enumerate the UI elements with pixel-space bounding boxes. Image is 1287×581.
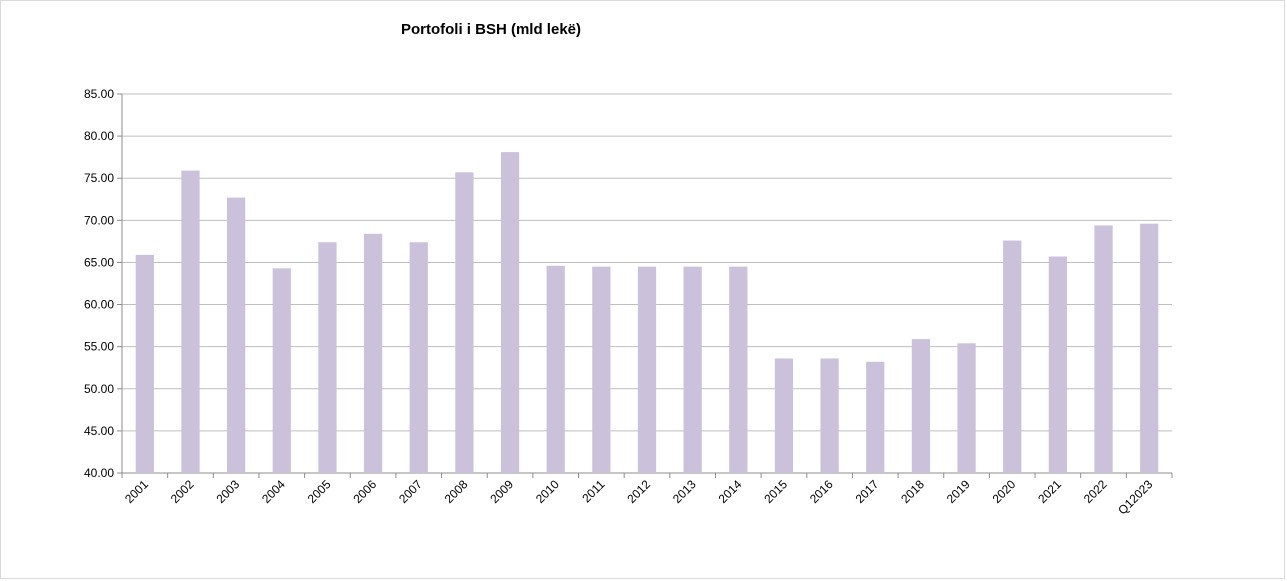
x-tick-label: 2022 xyxy=(1081,477,1110,506)
bar-2002 xyxy=(181,170,200,474)
bar-2018 xyxy=(911,339,931,473)
bar-Q12023 xyxy=(1140,223,1159,473)
x-tick-label: 2020 xyxy=(990,477,1019,506)
x-tick-label: Q12023 xyxy=(1115,477,1155,517)
bar-2009 xyxy=(500,152,520,473)
bar-2014 xyxy=(729,266,748,473)
chart-title: Portofoli i BSH (mld lekë) xyxy=(400,21,581,38)
bar-2015 xyxy=(774,358,794,473)
x-tick-label: 2021 xyxy=(1035,477,1064,506)
y-tick-label: 45.00 xyxy=(84,424,114,438)
x-tick-label: 2011 xyxy=(579,477,607,505)
bar-2005 xyxy=(318,242,337,473)
bar-2013 xyxy=(683,266,702,473)
x-tick-label: 2014 xyxy=(716,477,745,506)
bar-2010 xyxy=(546,265,565,473)
bar-2004 xyxy=(272,268,291,473)
x-tick-label: 2013 xyxy=(670,477,699,506)
bar-2016 xyxy=(820,358,839,473)
y-tick-label: 85.00 xyxy=(84,87,114,101)
bar-2012 xyxy=(637,266,657,473)
y-tick-label: 40.00 xyxy=(84,466,114,480)
x-tick-label: 2006 xyxy=(350,477,379,506)
bar-2022 xyxy=(1094,225,1113,473)
y-tick-label: 60.00 xyxy=(84,298,114,312)
bar-2011 xyxy=(592,266,611,473)
x-tick-label: 2010 xyxy=(533,477,562,506)
bar-2007 xyxy=(409,242,428,473)
x-tick-label: 2012 xyxy=(624,477,653,506)
x-tick-label: 2016 xyxy=(807,477,836,506)
y-tick-label: 55.00 xyxy=(84,340,114,354)
y-tick-label: 75.00 xyxy=(84,171,114,185)
bar-2020 xyxy=(1003,240,1022,473)
x-tick-label: 2008 xyxy=(442,477,471,506)
x-tick-label: 2017 xyxy=(853,477,882,506)
x-tick-label: 2009 xyxy=(487,477,516,506)
x-tick-label: 2002 xyxy=(168,477,197,506)
y-tick-label: 70.00 xyxy=(84,213,114,227)
bar-2008 xyxy=(455,172,474,473)
bar-2003 xyxy=(227,197,246,474)
bar-2006 xyxy=(363,233,383,473)
x-tick-label: 2004 xyxy=(259,477,288,506)
y-tick-label: 50.00 xyxy=(84,382,114,396)
x-tick-label: 2007 xyxy=(396,477,425,506)
x-tick-label: 2001 xyxy=(122,477,151,506)
x-tick-label: 2005 xyxy=(305,477,334,506)
x-tick-label: 2003 xyxy=(213,477,242,506)
bar-2019 xyxy=(957,343,976,473)
y-tick-label: 80.00 xyxy=(84,129,114,143)
bar-2021 xyxy=(1048,256,1067,473)
y-tick-label: 65.00 xyxy=(84,255,114,269)
x-tick-label: 2018 xyxy=(898,477,927,506)
x-tick-label: 2019 xyxy=(944,477,973,506)
bar-2001 xyxy=(135,254,154,473)
x-tick-label: 2015 xyxy=(761,477,790,506)
bar-2017 xyxy=(866,361,885,473)
